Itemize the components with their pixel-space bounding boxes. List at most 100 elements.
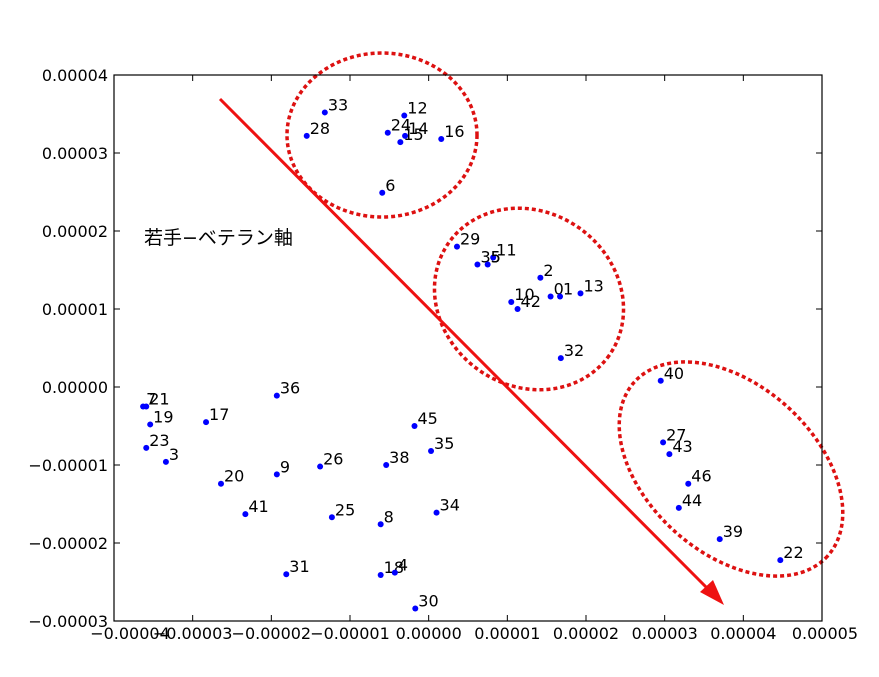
data-point-label: 41	[248, 497, 268, 516]
data-point	[508, 298, 515, 305]
data-point-label: 7	[146, 390, 156, 409]
y-tick-label: −0.00003	[28, 612, 108, 631]
data-point-label: 15	[403, 125, 423, 144]
data-point-label: 8	[384, 507, 394, 526]
data-point	[547, 293, 554, 300]
y-tick-label: −0.00002	[28, 534, 108, 553]
data-point-label: 23	[149, 431, 169, 450]
data-point	[577, 290, 584, 297]
data-point	[321, 109, 328, 116]
data-point	[557, 293, 564, 300]
data-point-label: 43	[672, 437, 692, 456]
data-point	[273, 392, 280, 399]
data-point-label: 12	[407, 99, 427, 118]
data-point	[557, 355, 564, 362]
x-axis-ticks: −0.00004−0.00003 −0.00002 −0.00001 0.00000 0…	[90, 75, 858, 643]
x-tick-label: 0.00002	[553, 624, 619, 643]
data-point	[147, 421, 154, 428]
data-point	[716, 536, 723, 543]
data-point	[143, 444, 150, 451]
data-point	[514, 306, 521, 312]
x-tick-label: 0.00005	[792, 624, 858, 643]
y-tick-label: −0.00001	[28, 456, 108, 475]
diagonal-arrow	[218, 97, 724, 605]
data-point	[438, 135, 445, 142]
data-point	[401, 112, 408, 119]
data-point-label: 2	[543, 261, 553, 280]
data-point-label: 34	[440, 496, 460, 515]
data-point	[143, 403, 150, 410]
data-point	[685, 480, 692, 487]
data-point-label: 45	[418, 409, 438, 428]
x-tick-label: −0.00003	[153, 624, 233, 643]
data-point-label: 0	[554, 280, 564, 299]
data-point-label: 9	[280, 457, 290, 476]
data-point	[377, 521, 384, 528]
data-point	[402, 132, 409, 139]
data-point-label: 44	[682, 491, 702, 510]
data-point-label: 36	[280, 379, 300, 398]
data-point-label: 35	[434, 434, 454, 453]
data-point-label: 21	[149, 390, 169, 409]
data-point	[411, 423, 418, 429]
data-point	[217, 480, 224, 487]
data-point-label: 1	[563, 280, 573, 299]
data-point-label: 6	[385, 176, 395, 195]
data-point	[203, 419, 210, 426]
data-point-label: 4	[398, 556, 408, 575]
cluster-ellipses	[285, 51, 845, 578]
data-point	[384, 129, 391, 136]
data-point	[303, 132, 310, 139]
data-point-label: 3	[169, 445, 179, 464]
data-point-label: 19	[153, 407, 173, 426]
data-point	[379, 189, 386, 196]
data-point-label: 24	[391, 116, 411, 135]
data-point-label: 29	[460, 230, 480, 249]
data-point-label: 10	[514, 285, 534, 304]
data-point-label: 17	[209, 405, 229, 424]
data-point	[412, 605, 419, 612]
x-tick-label: −0.00001	[310, 624, 390, 643]
x-tick-label: 0.00000	[396, 624, 462, 643]
data-point-label: 25	[335, 500, 355, 519]
data-point-label: 32	[564, 341, 584, 360]
data-point	[273, 471, 280, 478]
x-tick-label: −0.00002	[232, 624, 312, 643]
cluster-ellipse-top	[285, 51, 479, 219]
data-point-label: 14	[408, 119, 428, 138]
x-tick-label: −0.00004	[90, 624, 170, 643]
data-point-label: 26	[323, 450, 343, 469]
data-point	[428, 447, 435, 454]
axis-annotation-text: 若手−ベテラン軸	[144, 227, 293, 249]
data-point-label: 16	[444, 122, 464, 141]
data-point	[657, 377, 664, 384]
data-point	[383, 462, 390, 468]
y-tick-label: 0.00004	[42, 66, 108, 85]
y-axis-ticks: −0.00003 −0.00002 −0.00001 0.00000 0.00001 0.…	[28, 66, 822, 631]
data-point	[242, 511, 249, 518]
data-point	[675, 504, 682, 511]
data-point	[537, 274, 544, 281]
data-point-label: 22	[783, 543, 803, 562]
data-point-label: 13	[583, 276, 603, 295]
data-point-label: 42	[521, 292, 541, 311]
data-point	[377, 571, 384, 578]
data-point	[397, 139, 404, 146]
arrow-head	[700, 580, 724, 605]
data-point	[660, 439, 667, 446]
y-tick-label: 0.00002	[42, 222, 108, 241]
data-point	[490, 254, 497, 261]
arrow-shaft	[218, 97, 711, 592]
y-tick-label: 0.00001	[42, 300, 108, 319]
data-point	[484, 261, 491, 268]
data-point	[317, 463, 324, 470]
data-point-label: 30	[418, 592, 438, 611]
data-point-label: 33	[328, 95, 348, 114]
data-point-label: 39	[723, 522, 743, 541]
data-point-label: 38	[389, 448, 409, 467]
data-point-label: 35	[480, 248, 500, 267]
y-tick-label: 0.00000	[42, 378, 108, 397]
x-tick-label: 0.00003	[632, 624, 698, 643]
